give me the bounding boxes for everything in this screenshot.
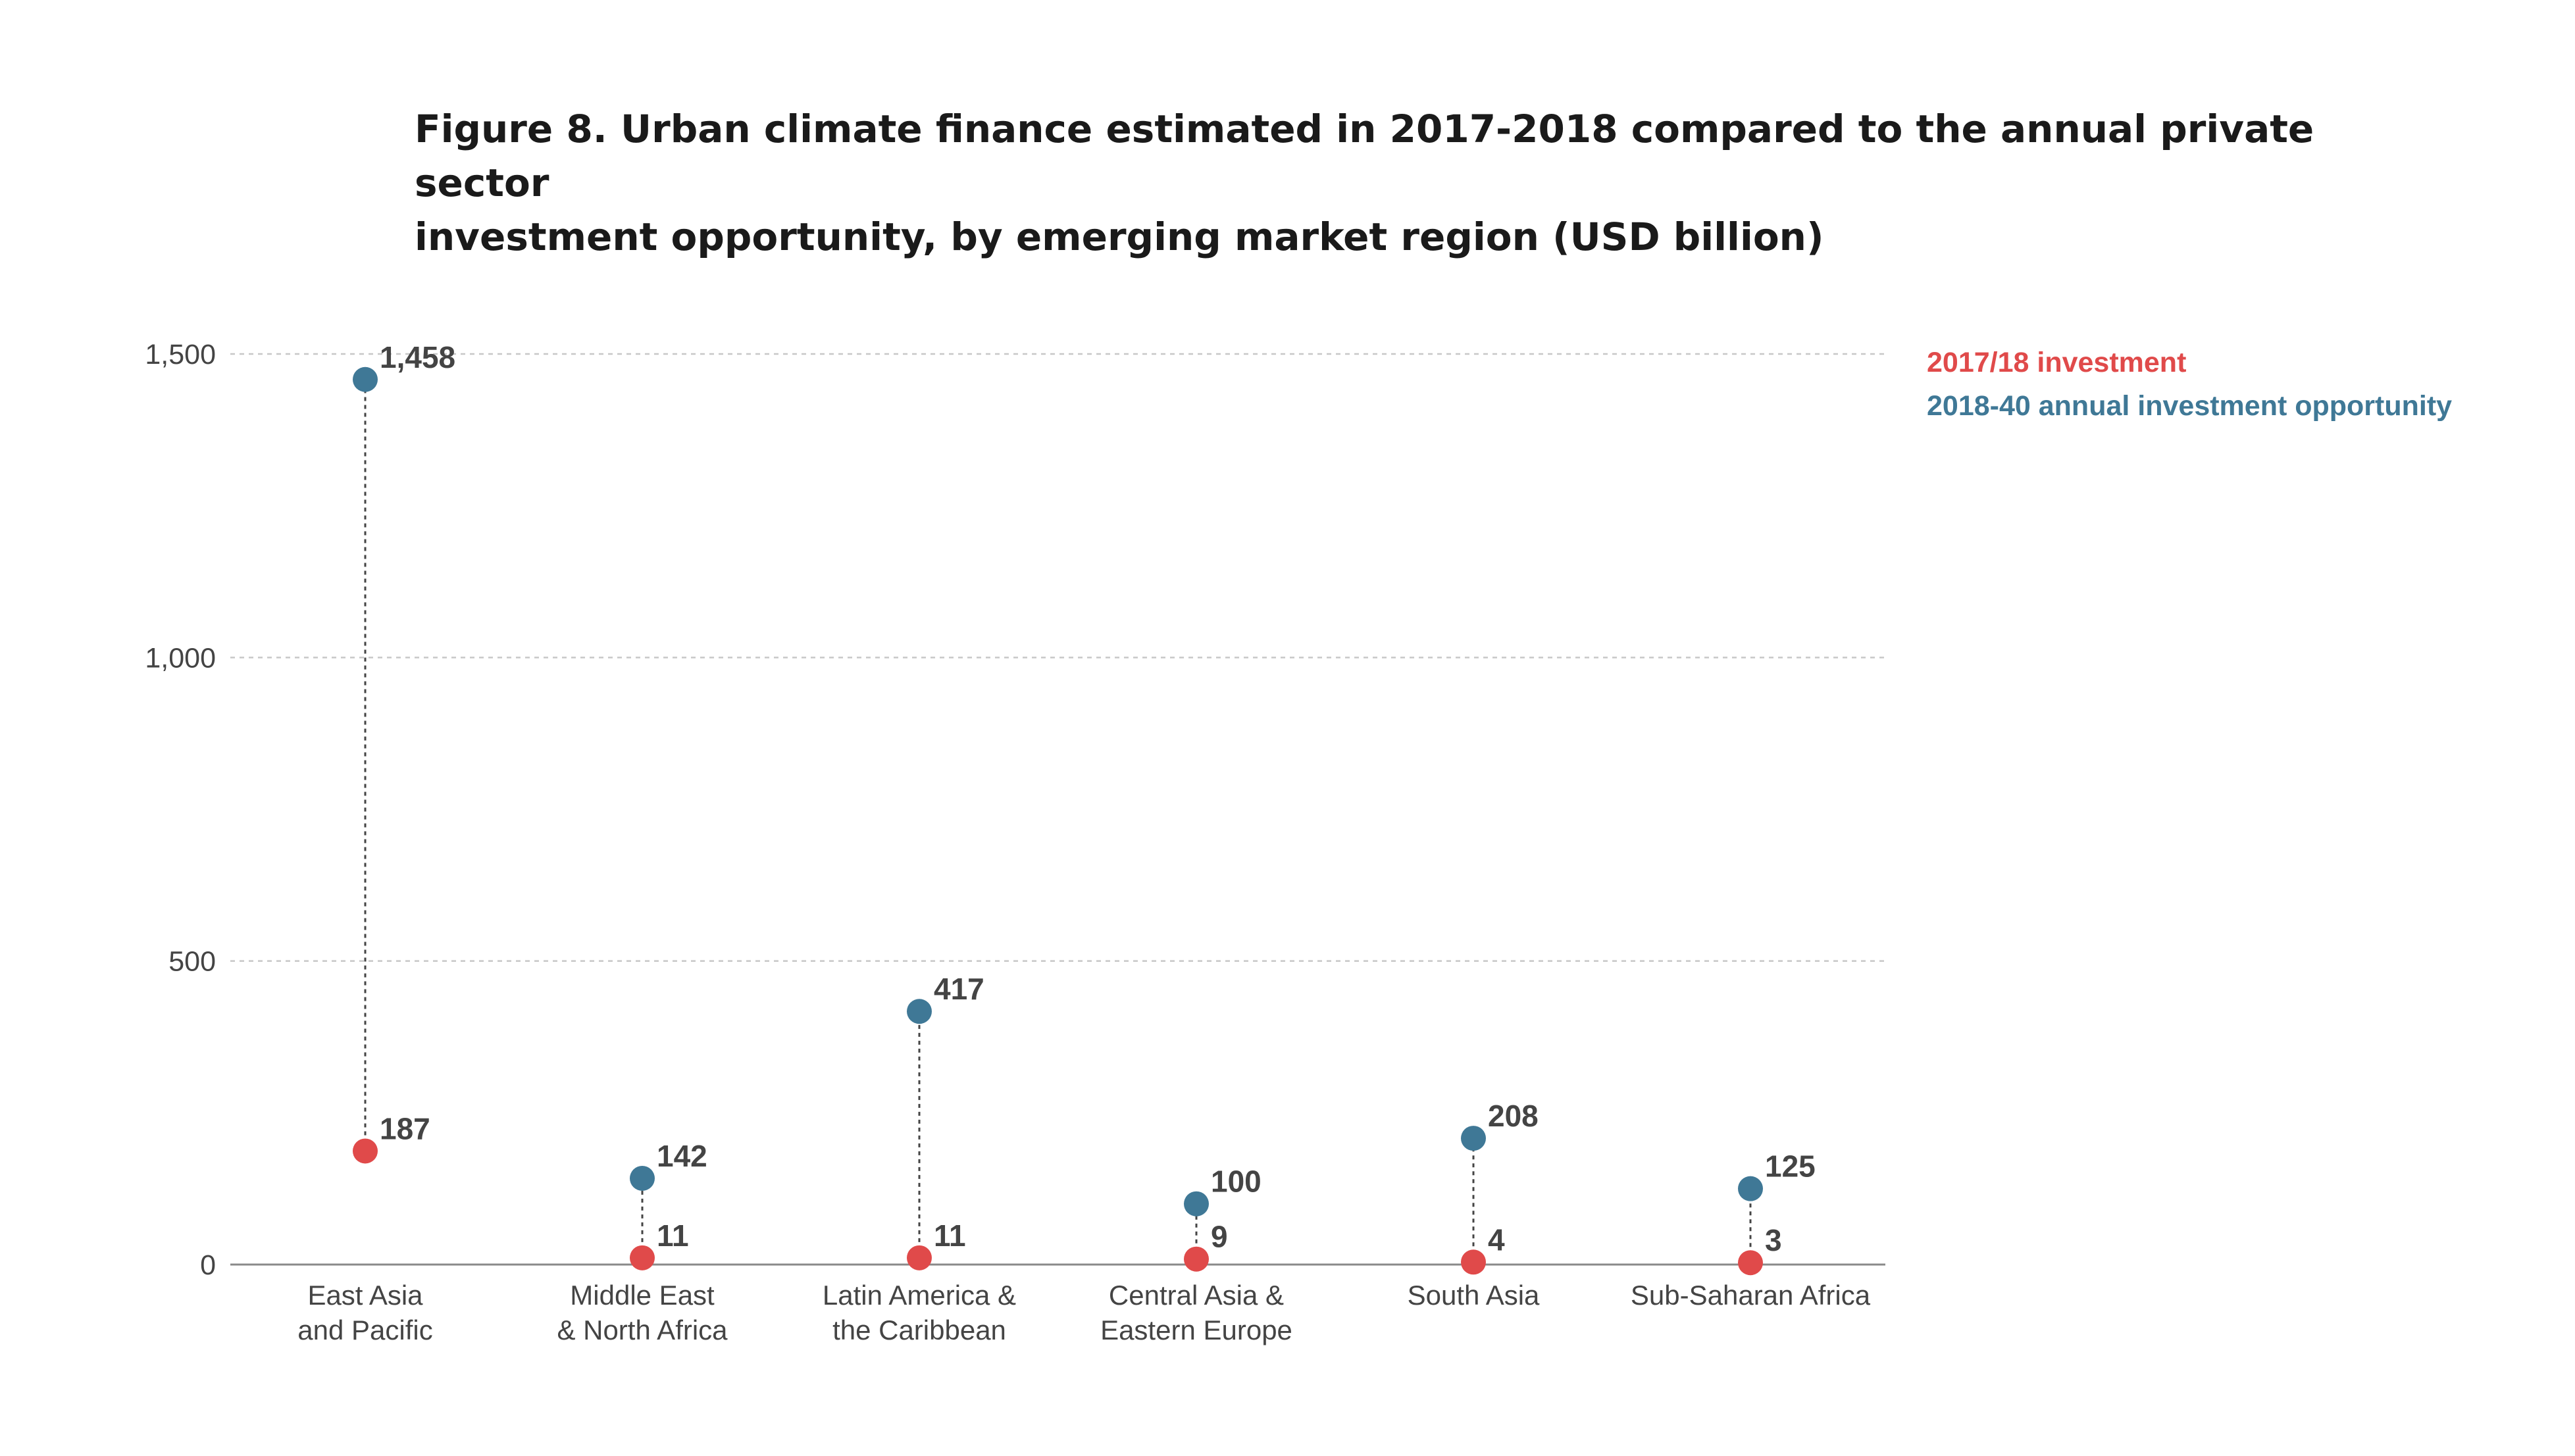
data-label: 187 (380, 1111, 430, 1145)
data-label: 125 (1765, 1149, 1816, 1184)
dot-stems (364, 379, 1752, 1263)
data-label: 208 (1488, 1099, 1539, 1133)
data-label: 3 (1765, 1223, 1782, 1257)
x-tick-label: Central Asia & Eastern Europe (1100, 1280, 1292, 1345)
y-tick-label: 1,000 (145, 642, 216, 674)
dots (353, 366, 1763, 1276)
y-tick-label: 500 (168, 946, 216, 978)
legend-entry: 2017/18 investment (1927, 347, 2186, 378)
data-label: 9 (1211, 1220, 1228, 1254)
x-tick-label: Sub-Saharan Africa (1631, 1280, 1871, 1311)
dot-2017-18 (353, 1138, 378, 1164)
data-label: 1,458 (380, 340, 455, 374)
chart-title-line-1: Figure 8. Urban climate finance estimate… (415, 107, 2314, 205)
data-labels: 187 11 11 9 4 3 1,458 142 417 100 208 125 (380, 340, 1816, 1257)
x-tick-label: Latin America & the Caribbean (823, 1280, 1016, 1345)
dot-2017-18 (630, 1245, 655, 1270)
legend: 2017/18 investment 2018-40 annual investm… (1927, 347, 2452, 422)
data-label: 11 (934, 1218, 966, 1253)
dot-2018-40 (1461, 1126, 1486, 1151)
x-tick-label: Middle East & North Africa (557, 1280, 728, 1345)
dot-2018-40 (1738, 1176, 1763, 1201)
x-tick-label: East Asia and Pacific (297, 1280, 432, 1345)
x-tick-label: South Asia (1408, 1280, 1540, 1311)
data-label: 100 (1211, 1165, 1262, 1199)
dot-2017-18 (907, 1245, 932, 1270)
data-label: 142 (657, 1139, 707, 1173)
legend-entry: 2018-40 annual investment opportunity (1927, 390, 2452, 422)
dot-2017-18 (1184, 1246, 1209, 1272)
dot-2018-40 (353, 366, 378, 392)
chart-title: Figure 8. Urban climate finance estimate… (415, 102, 2323, 264)
dot-2018-40 (907, 999, 932, 1024)
dot-2018-40 (1184, 1191, 1209, 1217)
data-label: 11 (657, 1218, 689, 1253)
data-label: 417 (934, 972, 984, 1006)
chart-title-line-2: investment opportunity, by emerging mark… (415, 214, 1824, 259)
axes: 0 500 1,000 1,500 East Asia and Pacific Middle… (145, 339, 1885, 1345)
dot-2017-18 (1738, 1250, 1763, 1276)
gridlines (230, 353, 1885, 962)
y-tick-label: 0 (200, 1249, 216, 1281)
y-tick-label: 1,500 (145, 339, 216, 370)
dot-2018-40 (630, 1165, 655, 1191)
dot-2017-18 (1461, 1249, 1486, 1275)
data-label: 4 (1488, 1222, 1505, 1257)
